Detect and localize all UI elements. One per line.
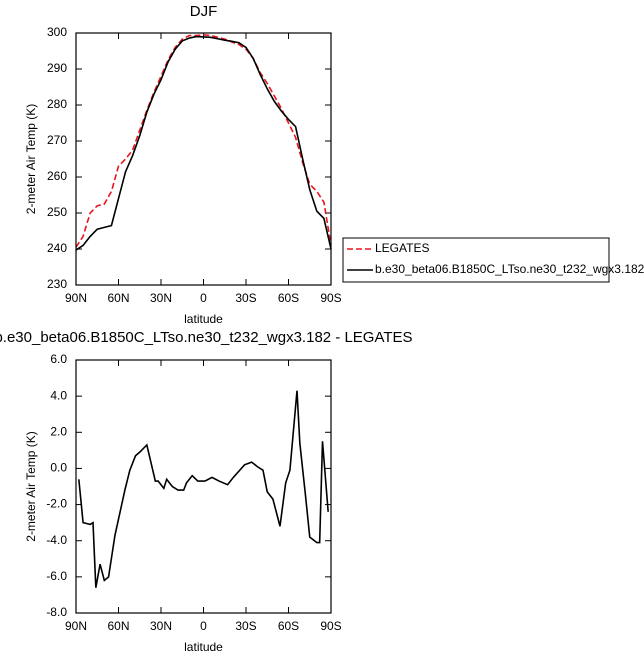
plot-frame [75,32,332,286]
x-tick-label: 60N [107,291,129,305]
y-tick-label: 0.0 [50,461,67,475]
y-tick-label: -8.0 [46,605,67,619]
x-tick-label: 30N [150,619,172,633]
data-line [75,35,332,251]
y-tick-label: -4.0 [46,533,67,547]
y-axis-label: 2-meter Air Temp (K) [24,431,38,541]
x-tick-label: 30S [235,619,256,633]
y-tick-label: 300 [47,25,67,39]
chart-title: b.e30_beta06.B1850C_LTso.ne30_t232_wgx3.… [0,329,413,346]
y-tick-label: -6.0 [46,569,67,583]
x-axis-label: latitude [184,640,223,654]
y-tick-label: 6.0 [50,352,67,366]
x-tick-label: 90N [65,291,87,305]
x-tick-label: 30S [235,291,256,305]
y-tick-label: 290 [47,61,67,75]
y-tick-label: 270 [47,133,67,147]
chart-title: DJF [190,3,218,20]
x-tick-label: 0 [200,291,207,305]
data-line [78,390,329,588]
y-tick-label: 2.0 [50,424,67,438]
y-tick-label: 230 [47,277,67,291]
x-tick-label: 90N [65,619,87,633]
x-tick-label: 30N [150,291,172,305]
y-tick-label: 250 [47,205,67,219]
x-tick-label: 90S [320,619,341,633]
legend-box [342,237,610,283]
y-tick-label: 240 [47,241,67,255]
y-tick-label: 260 [47,169,67,183]
y-axis-label: 2-meter Air Temp (K) [24,104,38,214]
legend-label: b.e30_beta06.B1850C_LTso.ne30_t232_wgx3.… [375,262,644,276]
legend-label: LEGATES [375,241,429,255]
x-axis-label: latitude [184,312,223,326]
x-tick-label: 0 [200,619,207,633]
x-tick-label: 60N [107,619,129,633]
y-tick-label: -2.0 [46,497,67,511]
plot-frame [75,359,332,614]
y-tick-label: 280 [47,97,67,111]
x-tick-label: 90S [320,291,341,305]
x-tick-label: 60S [278,291,299,305]
x-tick-label: 60S [278,619,299,633]
y-tick-label: 4.0 [50,388,67,402]
data-line [75,33,332,248]
